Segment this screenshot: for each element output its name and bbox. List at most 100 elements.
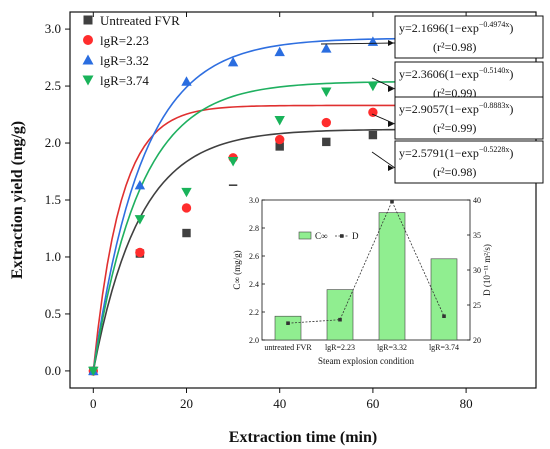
equation-arrow: [320, 42, 396, 45]
y-tick-label: 2.0: [45, 135, 61, 150]
inset-x-tick-label: lgR=3.32: [377, 343, 407, 352]
equation-text: y=2.3606(1−exp−0.5140x): [399, 66, 513, 81]
y-axis-title: Extraction yield (mg/g): [9, 121, 26, 279]
inset-y2-tick-label: 35: [473, 231, 481, 240]
inset-y-tick-label: 3.0: [249, 196, 259, 205]
inset-x-tick-label: lgR=3.74: [429, 343, 459, 352]
data-point: [321, 87, 332, 97]
data-point: [275, 142, 284, 151]
x-tick-label: 60: [366, 396, 379, 411]
y-tick-label: 2.5: [45, 78, 61, 93]
data-point: [274, 116, 285, 126]
inset-d-point: [286, 321, 290, 325]
equation-box: y=2.5791(1−exp−0.5228x) (r²=0.98): [371, 140, 544, 184]
y-tick-label: 0.5: [45, 306, 61, 321]
equation-boxes: y=2.1696(1−exp−0.4974x) (r²=0.98) y=2.3606…: [320, 15, 544, 184]
legend-marker: [83, 35, 93, 45]
data-point: [368, 107, 378, 117]
equation-arrow: [371, 151, 396, 169]
data-point: [274, 46, 285, 57]
data-point: [182, 228, 191, 238]
inset-x-tick-label: untreated FVR: [264, 343, 312, 352]
x-tick-label: 0: [90, 396, 97, 411]
data-point: [367, 36, 379, 46]
data-point: [275, 134, 285, 145]
equation-arrow: [371, 113, 396, 125]
data-point: [367, 81, 379, 92]
inset-y-tick-label: 2.0: [249, 336, 259, 345]
equation-box: y=2.1696(1−exp−0.4974x) (r²=0.98): [320, 15, 544, 59]
equation-frame: [394, 15, 544, 59]
equation-arrow: [371, 77, 396, 90]
inset-y2-axis-title: D (10⁻¹¹ m²/s): [482, 244, 492, 296]
data-point: [134, 215, 146, 225]
data-point: [227, 157, 239, 167]
data-point: [321, 117, 331, 128]
inset-legend-bar-label: C∞: [315, 231, 327, 241]
legend-label: lgR=2.23: [100, 33, 149, 48]
equation-r2: (r²=0.98): [433, 165, 476, 179]
equation-arrowhead: [388, 121, 394, 127]
inset-bar: [326, 289, 354, 341]
inset-bar: [378, 212, 406, 341]
inset-bar: [274, 315, 302, 341]
equation-box: y=2.9057(1−exp−0.8883x) (r²=0.99): [371, 96, 544, 140]
legend-label: lgR=3.74: [100, 73, 149, 88]
data-point: [88, 366, 99, 377]
equation-text: y=2.1696(1−exp−0.4974x): [399, 20, 513, 35]
equation-frame: [394, 96, 544, 140]
inset-x-axis-title: Steam explosion condition: [318, 356, 414, 366]
equation-r2: (r²=0.99): [433, 121, 476, 135]
data-point: [321, 43, 332, 53]
equation-text: y=2.9057(1−exp−0.8883x): [399, 101, 513, 116]
y-tick-label: 1.0: [45, 249, 61, 264]
inset-d-line: [287, 200, 445, 324]
legend-label: lgR=3.32: [100, 53, 149, 68]
inset-background: [224, 186, 514, 376]
y-tick-label: 1.5: [45, 192, 61, 207]
data-point: [135, 247, 145, 258]
x-tick-label: 40: [273, 396, 286, 411]
legend-marker: [82, 54, 94, 65]
inset-legend-bar-swatch: [298, 231, 312, 240]
inset-d-point: [390, 199, 394, 204]
x-tick-label: 20: [180, 396, 193, 411]
data-point: [181, 76, 192, 86]
x-tick-label: 80: [460, 396, 473, 411]
inset-bar: [430, 258, 458, 341]
legend: Untreated FVR lgR=2.23 lgR=3.32 lgR=3.74: [82, 13, 180, 88]
data-point: [181, 187, 192, 198]
equation-arrowhead: [388, 40, 394, 46]
equation-r2: (r²=0.98): [433, 40, 476, 54]
inset-y2-tick-label: 40: [473, 196, 481, 205]
y-tick-label: 3.0: [45, 21, 61, 36]
inset-y2-tick-label: 25: [473, 301, 481, 310]
data-point: [134, 179, 146, 190]
equation-arrowhead: [388, 165, 394, 171]
equation-text: y=2.5791(1−exp−0.5228x): [399, 145, 513, 160]
inset-d-point: [338, 317, 342, 322]
data-point: [368, 130, 378, 140]
legend-marker: [82, 75, 94, 86]
data-point: [181, 203, 192, 213]
inset-y-tick-label: 2.2: [249, 308, 259, 317]
inset-legend-line-label: D: [352, 231, 359, 241]
data-point: [227, 56, 239, 67]
equation-frame: [394, 140, 544, 184]
inset-chart: 2.0 2.2 2.4 2.6 2.8 3.0 20 25 30 35 40 untreated FV…: [224, 186, 514, 376]
legend-marker: [83, 15, 93, 25]
inset-y-axis-title: C∞ (mg/g): [232, 250, 242, 289]
inset-y2-tick-label: 30: [473, 266, 481, 275]
data-point: [322, 137, 331, 147]
y-tick-label: 0.0: [45, 363, 61, 378]
inset-d-point: [442, 314, 446, 318]
equation-arrowhead: [388, 86, 394, 92]
inset-x-tick-label: lgR=2.23: [325, 343, 355, 352]
inset-y-tick-label: 2.4: [249, 280, 259, 289]
legend-label: Untreated FVR: [100, 13, 180, 28]
x-axis-title: Extraction time (min): [229, 429, 377, 446]
inset-y-tick-label: 2.8: [249, 224, 259, 233]
inset-legend-line-marker: [340, 234, 344, 238]
inset-y2-tick-label: 20: [473, 336, 481, 345]
